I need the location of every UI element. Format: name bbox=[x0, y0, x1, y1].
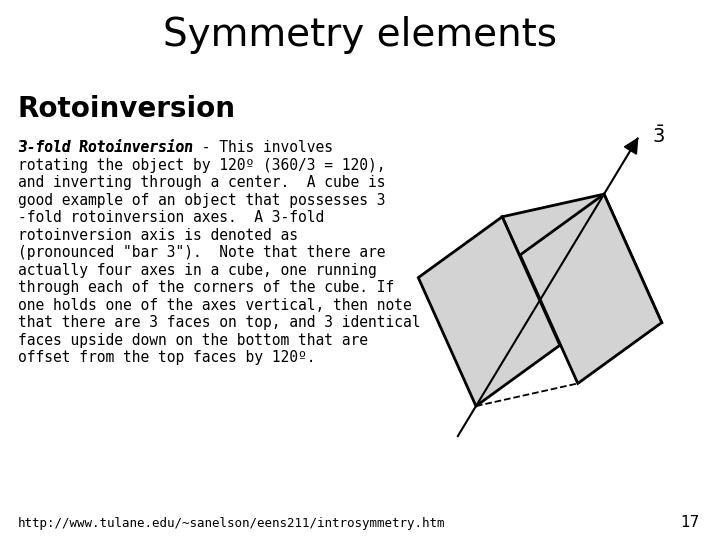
Text: 3-fold Rotoinversion: 3-fold Rotoinversion bbox=[18, 140, 193, 155]
Text: Rotoinversion: Rotoinversion bbox=[18, 95, 236, 123]
Text: 17: 17 bbox=[680, 515, 700, 530]
Text: that there are 3 faces on top, and 3 identical: that there are 3 faces on top, and 3 ide… bbox=[18, 315, 420, 330]
Text: faces upside down on the bottom that are: faces upside down on the bottom that are bbox=[18, 333, 368, 348]
Text: through each of the corners of the cube. If: through each of the corners of the cube.… bbox=[18, 280, 395, 295]
Text: 3-fold Rotoinversion - This involves: 3-fold Rotoinversion - This involves bbox=[18, 140, 333, 155]
Polygon shape bbox=[418, 217, 560, 406]
Text: and inverting through a center.  A cube is: and inverting through a center. A cube i… bbox=[18, 175, 385, 190]
Text: $\bar{3}$: $\bar{3}$ bbox=[652, 125, 665, 147]
Text: http://www.tulane.edu/~sanelson/eens211/introsymmetry.htm: http://www.tulane.edu/~sanelson/eens211/… bbox=[18, 517, 446, 530]
Text: offset from the top faces by 120º.: offset from the top faces by 120º. bbox=[18, 350, 315, 365]
Text: one holds one of the axes vertical, then note: one holds one of the axes vertical, then… bbox=[18, 298, 412, 313]
Text: actually four axes in a cube, one running: actually four axes in a cube, one runnin… bbox=[18, 262, 377, 278]
Polygon shape bbox=[502, 194, 662, 345]
Text: rotating the object by 120º (360/3 = 120),: rotating the object by 120º (360/3 = 120… bbox=[18, 158, 385, 173]
Polygon shape bbox=[520, 194, 662, 383]
Text: Symmetry elements: Symmetry elements bbox=[163, 16, 557, 54]
Text: -fold rotoinversion axes.  A 3-fold: -fold rotoinversion axes. A 3-fold bbox=[18, 210, 324, 225]
Text: good example of an object that possesses 3: good example of an object that possesses… bbox=[18, 193, 385, 208]
Polygon shape bbox=[624, 138, 638, 154]
Text: rotoinversion axis is denoted as: rotoinversion axis is denoted as bbox=[18, 228, 298, 242]
Text: (pronounced "bar 3").  Note that there are: (pronounced "bar 3"). Note that there ar… bbox=[18, 245, 385, 260]
